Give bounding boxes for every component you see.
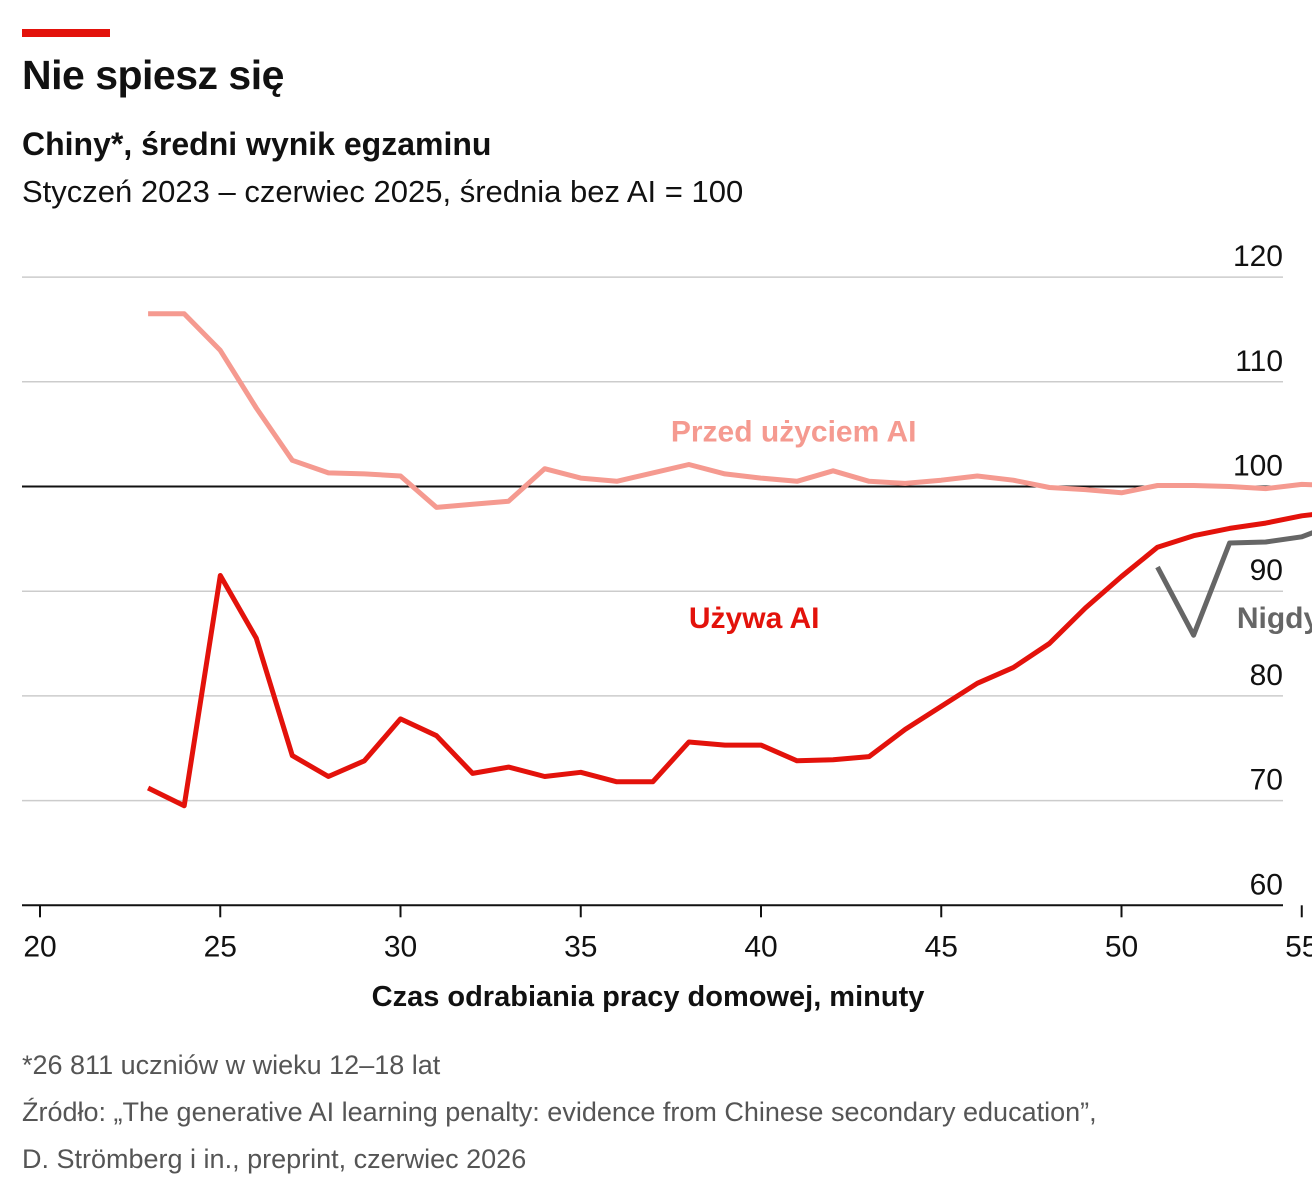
accent-bar (22, 29, 110, 37)
x-tick-label-55: 55 (1285, 930, 1312, 963)
y-tick-labels: 60 70 80 90 100 110 120 (1233, 240, 1283, 901)
x-tick-label-35: 35 (564, 930, 597, 963)
footnote-source-1: Źródło: „The generative AI learning pena… (22, 1097, 1097, 1127)
x-tick-label-20: 20 (23, 930, 56, 963)
y-tick-label-60: 60 (1250, 868, 1283, 901)
x-axis-label: Czas odrabiania pracy domowej, minuty (372, 981, 925, 1013)
y-tick-label-110: 110 (1235, 345, 1283, 378)
grid-lines (22, 276, 1283, 802)
chart-description: Styczeń 2023 – czerwiec 2025, średnia be… (22, 174, 744, 209)
y-tick-label-80: 80 (1250, 659, 1283, 692)
footnote-sample: *26 811 uczniów w wieku 12–18 lat (22, 1050, 441, 1080)
x-tick-label-50: 50 (1105, 930, 1138, 963)
series-lines (146, 311, 1312, 809)
chart-subtitle: Chiny*, średni wynik egzaminu (22, 126, 492, 162)
series-line-before-ai (148, 311, 1312, 510)
x-tick-label-25: 25 (204, 930, 237, 963)
x-axis: 2025303540455055606570758085 (22, 904, 1312, 963)
x-tick-label-45: 45 (925, 930, 958, 963)
annotation-uses-ai: Używa AI (689, 602, 820, 635)
series-annotations: Przed użyciem AI Używa AI Nigdy nie używal… (671, 415, 1312, 634)
y-tick-label-120: 120 (1233, 240, 1283, 273)
series-line-uses-ai (146, 512, 1312, 809)
y-tick-label-100: 100 (1233, 450, 1283, 483)
y-tick-label-90: 90 (1250, 554, 1283, 587)
y-tick-label-70: 70 (1250, 764, 1283, 797)
x-tick-label-30: 30 (384, 930, 417, 963)
footnote-source-2: D. Strömberg i in., preprint, czerwiec 2… (22, 1144, 527, 1174)
x-tick-label-40: 40 (744, 930, 777, 963)
annotation-before-ai: Przed użyciem AI (671, 415, 917, 448)
chart-title: Nie spiesz się (22, 52, 284, 98)
annotation-never-ai: Nigdy nie używali AI (1237, 602, 1312, 635)
